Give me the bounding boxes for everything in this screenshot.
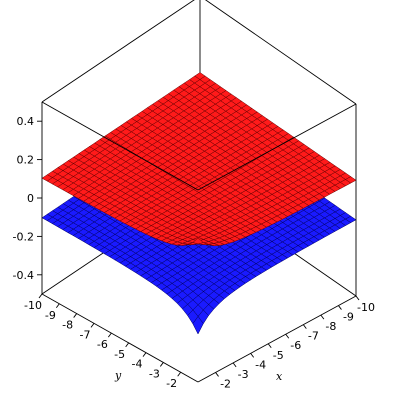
box-edge-top-back-right: [204, 0, 357, 105]
x-tick-mark: [267, 343, 272, 349]
y-tick-label: -2: [166, 377, 177, 390]
surf-blue-patch: [192, 315, 204, 335]
box-edge-base-front-left: [41, 293, 199, 383]
x-tick-label: -2: [220, 377, 231, 390]
y-tick-mark: [55, 303, 60, 309]
bounding-box-front: [41, 101, 357, 383]
y-tick-mark: [38, 293, 43, 299]
y-tick-mark: [159, 362, 164, 367]
x-tick-mark: [285, 333, 290, 339]
x-tick-label: -7: [308, 330, 319, 343]
y-tick-label: -10: [24, 299, 42, 312]
y-tick-mark: [90, 323, 95, 328]
surf-red-patch: [192, 237, 204, 245]
z-tick-label: -0.4: [13, 269, 34, 282]
x-tick-mark: [338, 305, 342, 310]
x-tick-mark: [302, 324, 307, 329]
z-tick-label: 0.4: [17, 115, 35, 128]
x-tick-mark: [250, 353, 255, 358]
x-tick-label: -3: [238, 368, 249, 381]
y-tick-label: -5: [114, 348, 125, 361]
x-axis-label: x: [276, 370, 283, 383]
x-tick-label: -5: [273, 349, 284, 362]
y-tick-mark: [107, 332, 112, 338]
x-axis-ticks: -10-9 -8 -7 -6 -5 -4 -3 -2: [215, 295, 375, 390]
y-tick-mark: [125, 342, 130, 348]
y-tick-mark: [177, 371, 182, 377]
y-axis-ticks: -10-9 -8 -7 -6 -5 -4 -3 -2: [24, 293, 182, 390]
z-tick-label: -0.2: [13, 230, 34, 243]
x-tick-label: -4: [255, 358, 266, 371]
box-edge-base-front-right: [197, 295, 357, 383]
x-tick-label: -8: [325, 320, 336, 333]
y-tick-label: -8: [62, 319, 73, 332]
z-tick-label: 0.2: [17, 154, 35, 167]
x-tick-mark: [355, 295, 360, 301]
x-tick-label: -9: [343, 311, 354, 324]
y-tick-mark: [73, 313, 78, 318]
box-edge-top-back-left: [41, 0, 195, 103]
x-tick-mark: [320, 314, 325, 320]
red-surface: [41, 72, 357, 246]
box-edge-top-front-right: [197, 103, 357, 191]
y-tick-label: -4: [132, 358, 143, 371]
y-tick-label: -6: [97, 338, 108, 351]
y-tick-label: -3: [149, 367, 160, 380]
x-tick-label: -6: [290, 339, 301, 352]
y-tick-label: -7: [80, 328, 91, 341]
x-tick-mark: [215, 372, 219, 377]
z-axis-ticks: 0.4 0.2 0 -0.2 -0.4: [13, 115, 42, 282]
y-axis-label: y: [114, 369, 122, 382]
z-tick-label: 0: [27, 192, 34, 205]
x-tick-mark: [232, 362, 237, 368]
box-edge-top-front-left: [41, 101, 199, 191]
y-tick-mark: [142, 352, 147, 357]
x-tick-label: -10: [357, 301, 375, 314]
y-tick-label: -9: [45, 309, 56, 322]
